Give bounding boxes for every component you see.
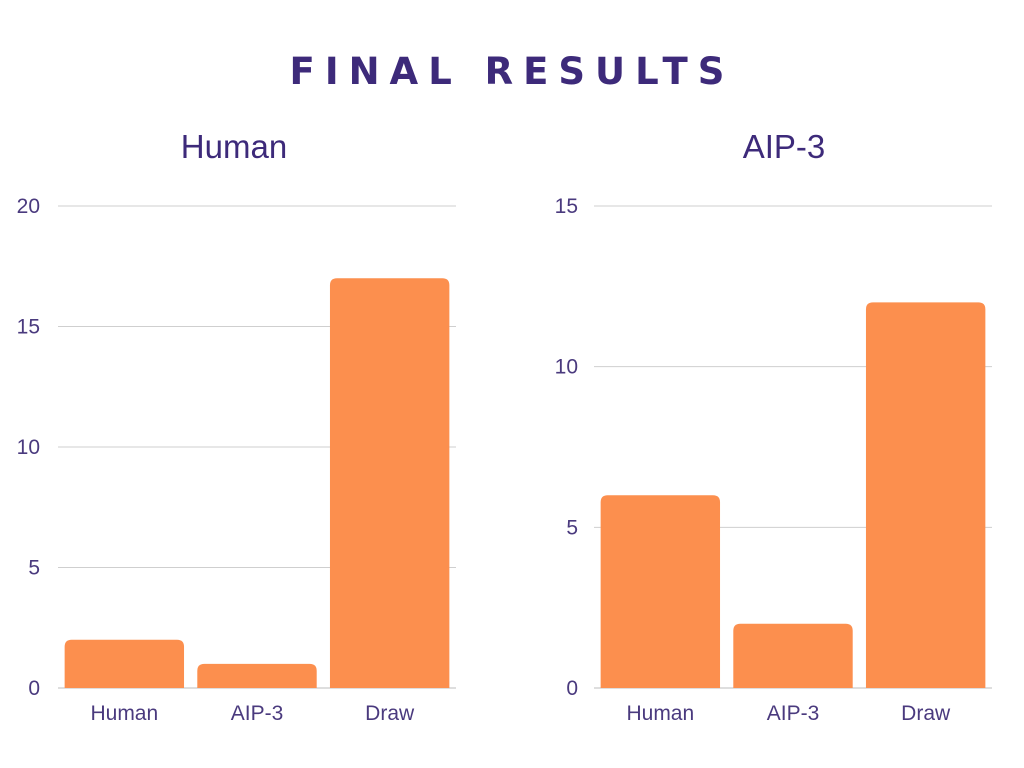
y-tick-label: 15 bbox=[17, 316, 40, 339]
x-category-label: Draw bbox=[901, 702, 951, 725]
bar-aip-3 bbox=[733, 623, 853, 688]
chart-human: Human 0 5 10 15 20 Human AIP-3 Draw bbox=[17, 128, 456, 725]
y-tick-label: 10 bbox=[555, 356, 578, 379]
bar-human bbox=[64, 639, 185, 688]
x-category-label: AIP-3 bbox=[231, 702, 284, 725]
x-category-label: AIP-3 bbox=[767, 702, 820, 725]
x-category-label: Human bbox=[626, 702, 694, 725]
page-title: FINAL RESULTS bbox=[289, 50, 735, 93]
bar-draw bbox=[329, 278, 450, 688]
bar-aip-3 bbox=[197, 663, 317, 688]
y-tick-label: 20 bbox=[17, 195, 40, 218]
y-tick-label: 0 bbox=[28, 677, 40, 700]
chart-title: Human bbox=[181, 128, 287, 165]
x-category-label: Human bbox=[90, 702, 158, 725]
y-tick-label: 0 bbox=[566, 677, 578, 700]
y-tick-label: 5 bbox=[566, 516, 578, 539]
y-tick-label: 15 bbox=[555, 195, 578, 218]
y-tick-label: 5 bbox=[28, 557, 40, 580]
y-tick-label: 10 bbox=[17, 436, 40, 459]
x-category-label: Draw bbox=[365, 702, 415, 725]
chart-title: AIP-3 bbox=[743, 128, 826, 165]
chart-aip3: AIP-3 0 5 10 15 Human AIP-3 Draw bbox=[555, 128, 992, 725]
bar-draw bbox=[865, 302, 986, 688]
bar-human bbox=[600, 495, 721, 688]
